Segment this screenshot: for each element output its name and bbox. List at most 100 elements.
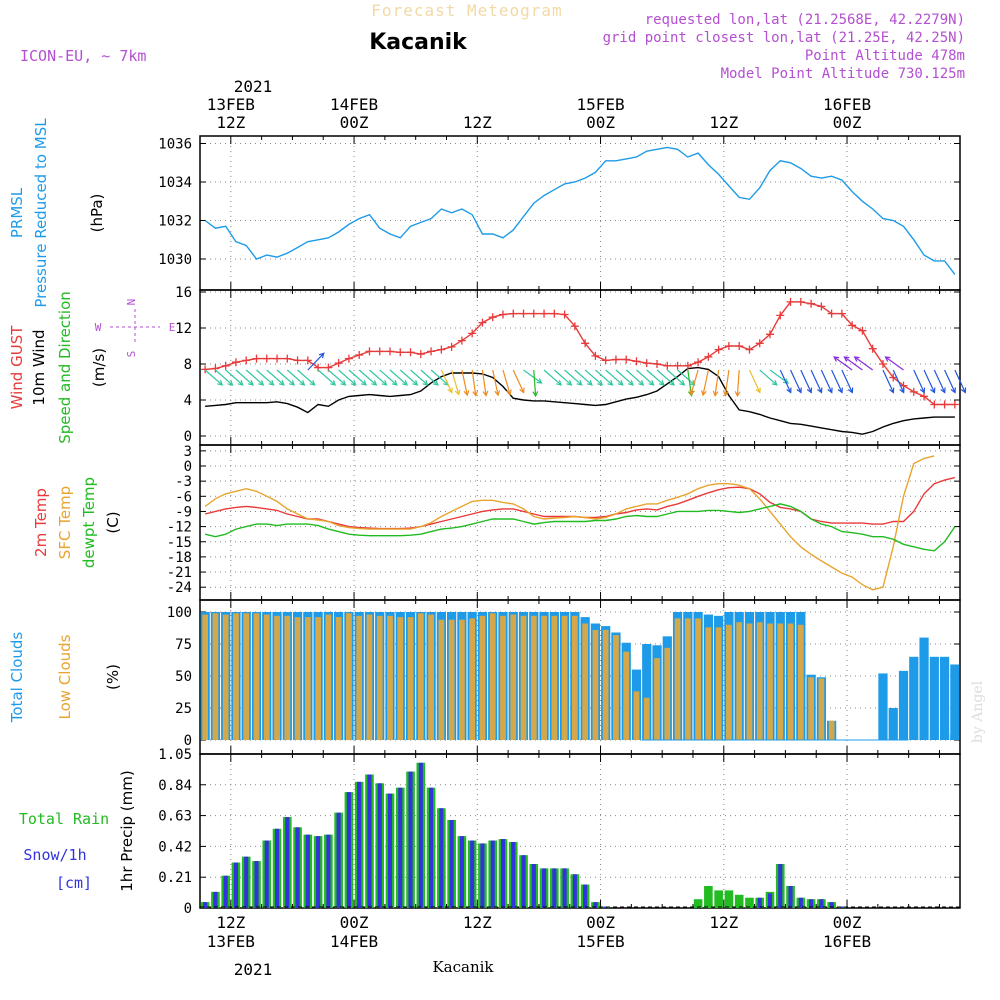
wind-direction-arrowhead	[278, 380, 285, 386]
bottom-time-date: 16FEB	[823, 932, 871, 951]
snow-bar	[377, 783, 382, 908]
y-tick-label: 0.63	[158, 809, 192, 825]
low-cloud-bar	[582, 623, 589, 740]
wind-gust-marker	[930, 400, 939, 409]
y-tick-label: -24	[167, 580, 192, 596]
low-cloud-bar	[797, 624, 804, 740]
wind-gust-marker	[447, 342, 456, 351]
low-cloud-bar	[284, 615, 291, 740]
wind-direction-arrow	[553, 369, 572, 386]
wind-direction-arrow	[502, 369, 511, 395]
wind-gust-marker	[622, 355, 631, 364]
wind-direction-arrow	[215, 369, 233, 386]
bottom-time-hour: 12Z	[216, 913, 245, 932]
wind-direction-arrowhead	[827, 387, 833, 394]
y-tick-label: 1034	[158, 175, 192, 191]
pressure-panel: 1030 1032 1034 1036	[158, 135, 961, 291]
low-cloud-bar	[202, 614, 209, 740]
wind-gust-marker	[653, 360, 662, 368]
wind-direction-arrowhead	[755, 387, 761, 394]
wind-gust-marker	[837, 309, 846, 318]
wind-direction-arrow	[605, 369, 624, 386]
wind-direction-arrowhead	[843, 356, 850, 362]
wind-direction-arrowhead	[679, 380, 686, 386]
wind-side-label: (m/s)	[90, 348, 108, 387]
total-cloud-bar	[909, 656, 919, 740]
wind-direction-arrow	[724, 369, 730, 396]
model-label: ICON-EU, ~ 7km	[20, 47, 146, 65]
wind-direction-arrowhead	[899, 387, 905, 394]
watermark: by Angel	[970, 680, 986, 743]
wind-direction-arrow	[256, 369, 274, 386]
wind-gust-marker	[283, 354, 292, 363]
precip-ylabel: 1hr Precip (mm)	[118, 770, 136, 891]
wind-direction-arrowhead	[648, 380, 655, 386]
footer-station: Kacanik	[432, 958, 494, 976]
snow-bar	[562, 868, 567, 908]
wind-direction-arrowhead	[576, 380, 583, 386]
low-cloud-bar	[756, 622, 763, 740]
wind-direction-arrow	[885, 356, 904, 371]
wind-gust-marker	[663, 361, 672, 370]
bottom-time-date: 13FEB	[207, 932, 255, 951]
wind-direction-arrow	[358, 369, 377, 386]
low-cloud-bar	[530, 615, 537, 740]
wind-direction-arrowhead	[350, 380, 357, 386]
wind-direction-arrow	[810, 369, 823, 393]
wind-gust-marker	[858, 326, 867, 335]
wind-direction-arrowhead	[771, 380, 778, 386]
snow-bar	[552, 868, 557, 908]
precip-unit-label: [cm]	[56, 874, 92, 892]
pressure-line	[204, 146, 956, 275]
wind-direction-arrow	[882, 369, 894, 393]
snow-bar	[480, 843, 485, 908]
wind-gust-marker	[211, 364, 220, 373]
wind-direction-arrowhead	[217, 380, 224, 386]
wind-direction-arrow	[584, 369, 603, 386]
snow-bar	[583, 884, 588, 908]
wind-direction-arrowhead	[597, 380, 604, 386]
wind-gust-marker	[601, 356, 610, 365]
low-cloud-bar	[407, 617, 414, 740]
y-tick-label: 0	[184, 733, 192, 749]
wind-direction-arrowhead	[447, 387, 453, 394]
wind-direction-arrowhead	[837, 387, 843, 394]
y-tick-label: 0.84	[158, 778, 192, 794]
wind-gust-marker	[591, 351, 600, 360]
low-cloud-bar	[253, 613, 260, 740]
total-cloud-bar	[950, 664, 960, 740]
wind-direction-arrow	[297, 369, 316, 386]
wind-gust-marker	[694, 358, 703, 367]
wind-gust-marker	[488, 313, 497, 322]
wind-direction-arrowhead	[330, 380, 337, 386]
y-tick-label: 0.42	[158, 839, 192, 855]
snow-bar	[387, 793, 393, 908]
wind-direction-arrow	[286, 369, 305, 386]
snow-bar	[439, 808, 444, 908]
wind-gust-marker	[920, 392, 929, 401]
wind-gust-marker	[848, 321, 857, 330]
y-tick-label: 25	[175, 701, 192, 717]
temp-sfc-line	[204, 455, 935, 591]
rain-bar	[745, 897, 754, 908]
low-cloud-bar	[684, 618, 691, 740]
low-cloud-bar	[664, 647, 671, 740]
snow-bar	[809, 899, 814, 908]
snow-bar	[203, 902, 208, 908]
low-cloud-bar	[541, 615, 547, 740]
wind-direction-arrow	[615, 369, 634, 386]
wind-direction-arrowhead	[340, 380, 347, 386]
pressure-frame	[199, 135, 961, 291]
low-cloud-bar	[212, 613, 219, 740]
precip-rain-label: Total Rain	[19, 810, 109, 828]
y-tick-label: 1032	[158, 214, 192, 230]
wind-direction-arrowhead	[482, 390, 489, 397]
wind-gust-marker	[909, 387, 918, 396]
y-tick-label: 1030	[158, 252, 192, 268]
wind-direction-arrow	[492, 369, 499, 396]
wind-direction-arrow	[204, 369, 223, 386]
wind-direction-arrow	[677, 369, 696, 386]
low-cloud-bar	[571, 615, 578, 740]
low-cloud-bar	[263, 614, 270, 740]
snow-bar	[490, 840, 495, 908]
